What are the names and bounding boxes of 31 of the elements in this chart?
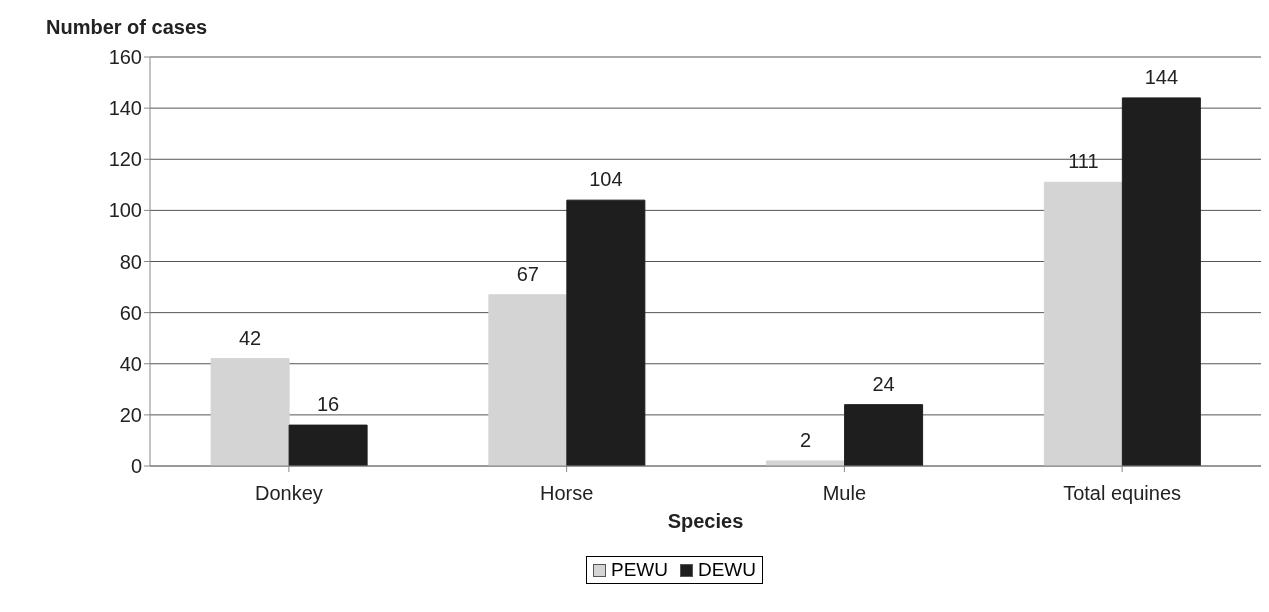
y-tick-label: 120 — [108, 148, 142, 171]
bar — [1121, 97, 1201, 466]
x-tick-label: Horse — [539, 482, 594, 505]
y-tick-label: 100 — [108, 199, 142, 222]
data-label: 144 — [1144, 65, 1179, 88]
y-axis-title: Number of cases — [46, 16, 208, 39]
data-label: 42 — [238, 326, 262, 349]
legend-label: PEWU — [609, 559, 668, 581]
y-tick-label: 140 — [108, 97, 142, 120]
bar — [1043, 181, 1123, 466]
bar — [844, 404, 924, 466]
data-label: 16 — [316, 393, 340, 416]
y-tick-label: 20 — [119, 403, 142, 426]
y-tick-label: 40 — [119, 352, 142, 375]
bar — [488, 294, 568, 466]
data-label: 67 — [516, 262, 539, 285]
x-axis-title: Species — [667, 510, 744, 532]
bar — [210, 358, 290, 466]
x-tick-label: Total equines — [1063, 482, 1182, 505]
y-tick-label: 60 — [119, 301, 142, 324]
y-tick-label: 80 — [119, 250, 142, 273]
data-label: 24 — [872, 372, 895, 395]
x-tick-label: Donkey — [254, 482, 323, 505]
y-tick-label: 0 — [130, 455, 142, 478]
bar — [288, 424, 368, 466]
bar — [566, 199, 646, 466]
data-label: 104 — [589, 168, 623, 191]
legend-label: DEWU — [696, 559, 757, 581]
y-tick-label: 160 — [108, 46, 142, 69]
x-tick-label: Mule — [822, 482, 867, 505]
data-label: 2 — [800, 428, 812, 451]
